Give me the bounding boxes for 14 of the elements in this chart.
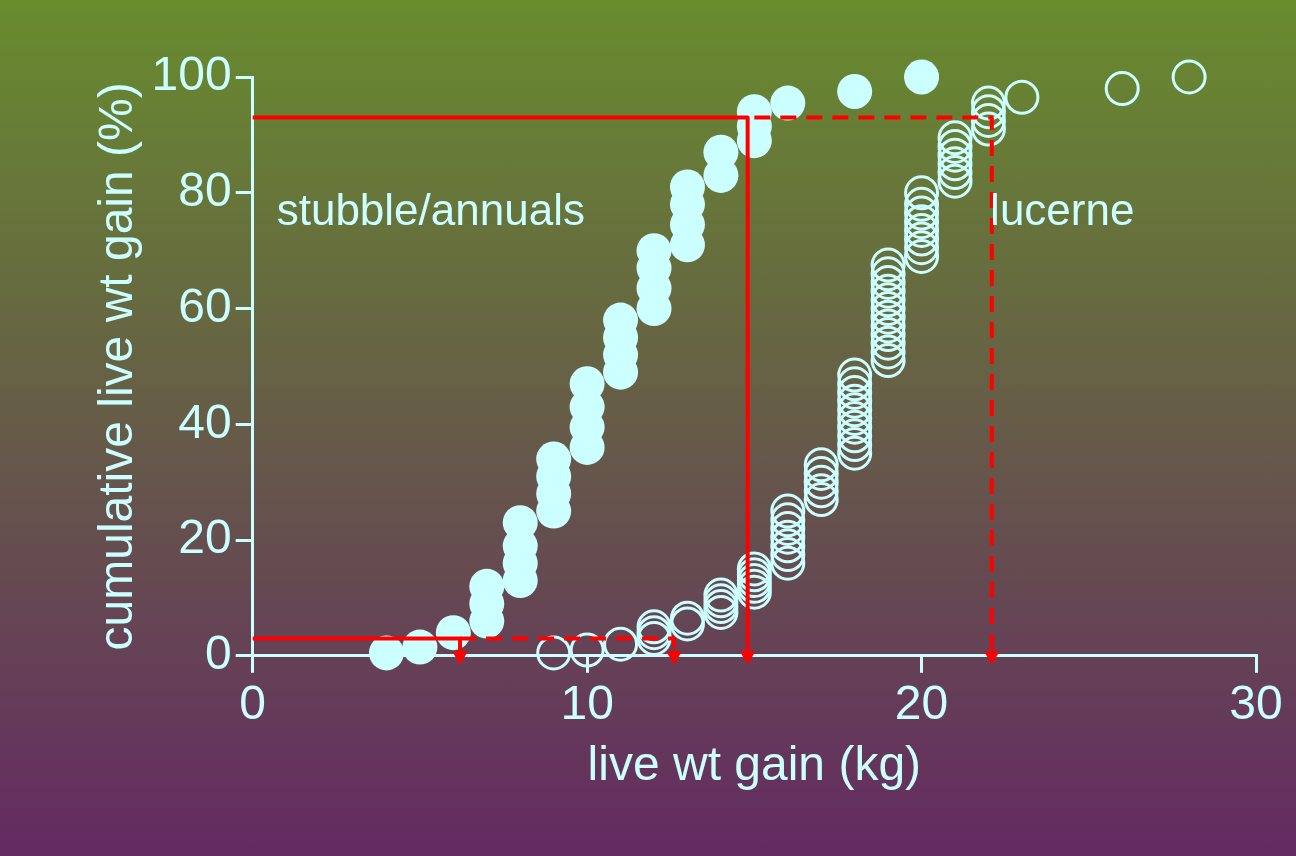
y-tick-label: 80	[178, 162, 232, 216]
y-tick-label: 0	[204, 626, 232, 680]
series-label: lucerne	[990, 185, 1135, 235]
y-tick-label: 100	[151, 47, 232, 101]
legend-label: stubble/annuals	[276, 185, 585, 235]
x-tick-label: 10	[560, 675, 614, 729]
y-tick-label: 60	[178, 278, 232, 332]
x-tick-label: 20	[894, 675, 949, 729]
x-tick-label: 30	[1229, 675, 1283, 729]
x-axis-title: live wt gain (kg)	[587, 737, 922, 791]
y-tick-label: 40	[178, 394, 232, 448]
y-tick-label: 20	[178, 510, 232, 564]
y-axis-title: cumulative live wt gain (%)	[89, 82, 143, 651]
x-tick-label: 0	[239, 675, 267, 729]
